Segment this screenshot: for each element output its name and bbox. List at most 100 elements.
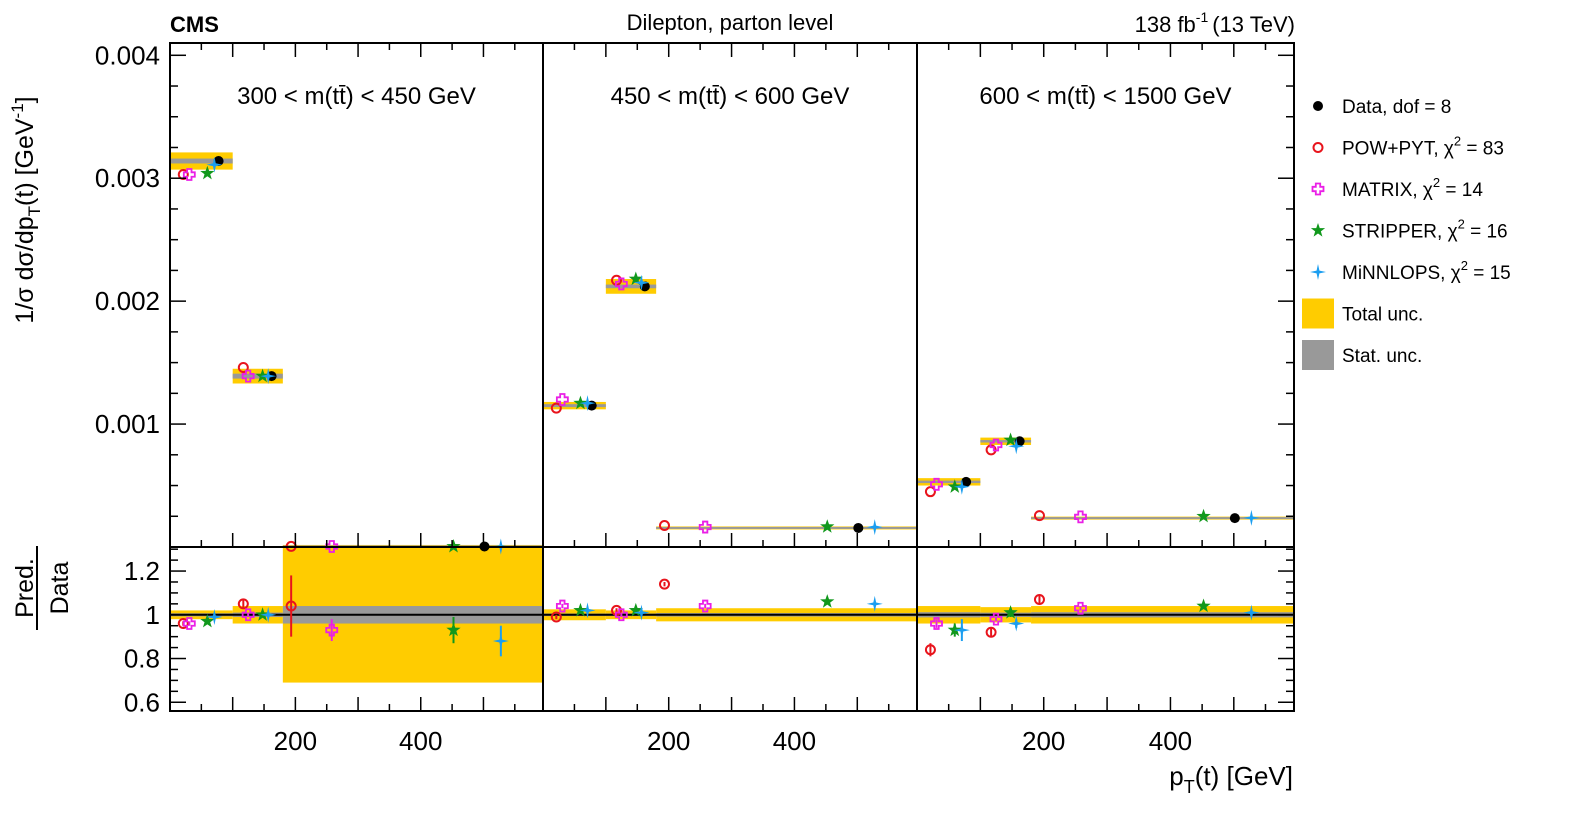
luminosity-value: 138 fb: [1135, 12, 1196, 37]
minnlops-ratio-point: [579, 602, 596, 619]
matrix-point: [614, 277, 628, 291]
stripper-point: [255, 368, 270, 383]
luminosity-label: 138 fb-1 (13 TeV): [1135, 9, 1295, 37]
x-tick-label: 400: [399, 726, 442, 756]
stat-unc-band: [980, 440, 1032, 443]
matrix-ratio-point: [325, 623, 339, 637]
x-tick-label: 200: [274, 726, 317, 756]
y-tick-label: 0.002: [95, 286, 160, 316]
y-axis-title: 1/σ dσ/dpT(t) [GeV-1]: [8, 96, 44, 323]
stripper-ratio-point: [1003, 605, 1018, 619]
legend-label-sup: 2: [1433, 175, 1440, 190]
minnlops-ratio-point: [206, 608, 223, 625]
stripper-ratio-point: [446, 622, 461, 637]
legend-label: MATRIX, χ2 = 14: [1342, 175, 1483, 201]
legend-item-data: Data, dof = 8: [1313, 97, 1451, 118]
legend-marker: [1310, 223, 1326, 237]
minnlops-point: [633, 274, 650, 291]
legend-swatch: [1302, 340, 1334, 370]
stripper-ratio-point: [1196, 598, 1211, 613]
y-axis-title-main: 1/σ dσ/dp: [11, 216, 39, 323]
stripper-point: [200, 165, 215, 180]
legend-label-text: MATRIX, χ: [1342, 180, 1433, 201]
stripper-ratio-point: [947, 622, 962, 637]
data-point: [853, 522, 864, 533]
experiment-label: CMS: [170, 12, 219, 37]
ratio-tick-label: 1.2: [124, 556, 160, 586]
powpyt-ratio-point: [550, 611, 562, 623]
powpyt-point: [1033, 510, 1045, 522]
legend-item-matrix: MATRIX, χ2 = 14: [1311, 175, 1483, 201]
powpyt-ratio-point: [924, 644, 936, 656]
matrix-ratio-point: [241, 608, 255, 622]
minnlops-point: [579, 395, 596, 412]
legend: Data, dof = 8 POW+PYT, χ2 = 83 MATRIX, χ2 …: [1302, 97, 1511, 370]
powpyt-ratio-point: [985, 626, 997, 638]
matrix-point: [182, 168, 196, 181]
minnlops-ratio-point: [492, 633, 509, 650]
legend-label: Total unc.: [1342, 305, 1423, 326]
legend-label-text: Data, dof = 8: [1342, 97, 1451, 118]
ratio-axis-denominator: Data: [46, 562, 74, 615]
stat-unc-band: [170, 158, 233, 164]
legend-marker: [1311, 182, 1325, 196]
panel-title: 600 < m(tt̄) < 1500 GeV: [979, 83, 1231, 110]
legend-item-minnlops: MiNNLOPS, χ2 = 15: [1310, 258, 1511, 284]
stat-unc-band: [656, 526, 917, 529]
legend-label-tail: = 16: [1465, 222, 1508, 243]
data-point: [1229, 513, 1240, 524]
legend-marker: [1310, 264, 1326, 280]
stat-unc-band: [605, 284, 657, 289]
y-axis-title-mid: (t) [GeV: [11, 118, 39, 206]
minnlops-point: [206, 156, 223, 173]
minnlops-point: [260, 368, 277, 385]
minnlops-point: [866, 519, 883, 536]
stripper-ratio-point: [820, 594, 835, 608]
legend-label: POW+PYT, χ2 = 83: [1342, 134, 1504, 160]
x-tick-label: 400: [1149, 726, 1192, 756]
y-tick-label: 0.004: [95, 40, 160, 70]
energy-label: (13 TeV): [1212, 12, 1295, 37]
legend-label: Stat. unc.: [1342, 346, 1422, 367]
legend-marker: [1313, 101, 1323, 111]
minnlops-ratio-point: [953, 622, 970, 639]
minnlops-point: [1008, 438, 1025, 455]
panel-title: 300 < m(tt̄) < 450 GeV: [237, 83, 476, 110]
minnlops-ratio-point: [866, 595, 883, 612]
legend-marker: [1312, 142, 1324, 153]
stripper-ratio-point: [255, 607, 270, 621]
y-axis-title-sub: T: [25, 206, 44, 216]
y-tick-label: 0.001: [95, 409, 160, 439]
legend-label: STRIPPER, χ2 = 16: [1342, 217, 1508, 243]
stripper-point: [446, 538, 461, 553]
uncertainty-bands: [170, 152, 1294, 683]
matrix-point: [698, 520, 712, 534]
legend-label-tail: = 15: [1468, 263, 1511, 284]
matrix-ratio-point: [698, 599, 712, 613]
minnlops-point: [953, 478, 970, 495]
y-axis-title-end: ]: [11, 96, 39, 103]
stripper-point: [947, 479, 962, 493]
stripper-point: [628, 271, 643, 286]
legend-label-sup: 2: [1458, 217, 1465, 232]
matrix-point: [989, 438, 1003, 452]
matrix-point: [930, 477, 943, 491]
minnlops-point: [1243, 509, 1260, 526]
legend-label-text: Total unc.: [1342, 305, 1423, 326]
x-axis-title: pT(t) [GeV]: [1169, 761, 1293, 797]
figure-subtitle: Dilepton, parton level: [627, 10, 834, 35]
legend-label-sup: 2: [1461, 258, 1468, 273]
powpyt-ratio-point: [285, 600, 297, 612]
legend-label-text: Stat. unc.: [1342, 346, 1422, 367]
stripper-ratio-point: [628, 602, 643, 617]
y-axis-title-sup: -1: [8, 103, 27, 118]
stripper-ratio-point: [200, 613, 215, 628]
minnlops-ratio-point: [1243, 604, 1260, 621]
stat-unc-band: [232, 373, 283, 379]
legend-item-powpyt: POW+PYT, χ2 = 83: [1312, 134, 1504, 160]
ratio-tick-label: 0.6: [124, 687, 160, 717]
x-tick-label: 400: [773, 726, 816, 756]
matrix-point: [241, 369, 255, 383]
stripper-point: [820, 519, 835, 533]
axes-frames: [169, 42, 1295, 712]
